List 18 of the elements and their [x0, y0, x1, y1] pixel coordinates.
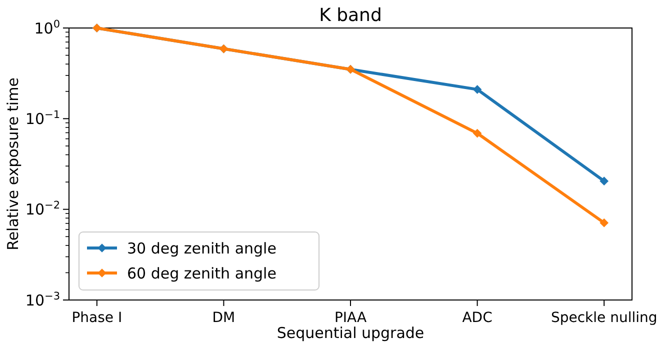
y-axis-title: Relative exposure time — [4, 78, 22, 250]
legend-label: 60 deg zenith angle — [127, 264, 276, 282]
chart-title: K band — [319, 5, 382, 26]
legend-label: 30 deg zenith angle — [127, 239, 276, 258]
y-tick-label: 10$^{−1}$ — [25, 108, 60, 128]
point — [600, 218, 609, 228]
x-axis-title: Sequential upgrade — [276, 324, 424, 342]
y-tick-label: 10$^{0}$ — [34, 18, 60, 38]
x-tick-label: DM — [212, 310, 236, 326]
x-tick-label: Speckle nulling — [550, 310, 658, 326]
point — [472, 128, 482, 138]
x-tick-label: Phase I — [72, 310, 122, 326]
y-tick-label: 10$^{−3}$ — [25, 290, 60, 310]
x-tick-label: ADC — [462, 310, 493, 326]
point — [472, 85, 482, 94]
x-tick-label: PIAA — [334, 310, 367, 326]
y-tick-label: 10$^{−2}$ — [25, 200, 60, 219]
point — [600, 176, 609, 186]
